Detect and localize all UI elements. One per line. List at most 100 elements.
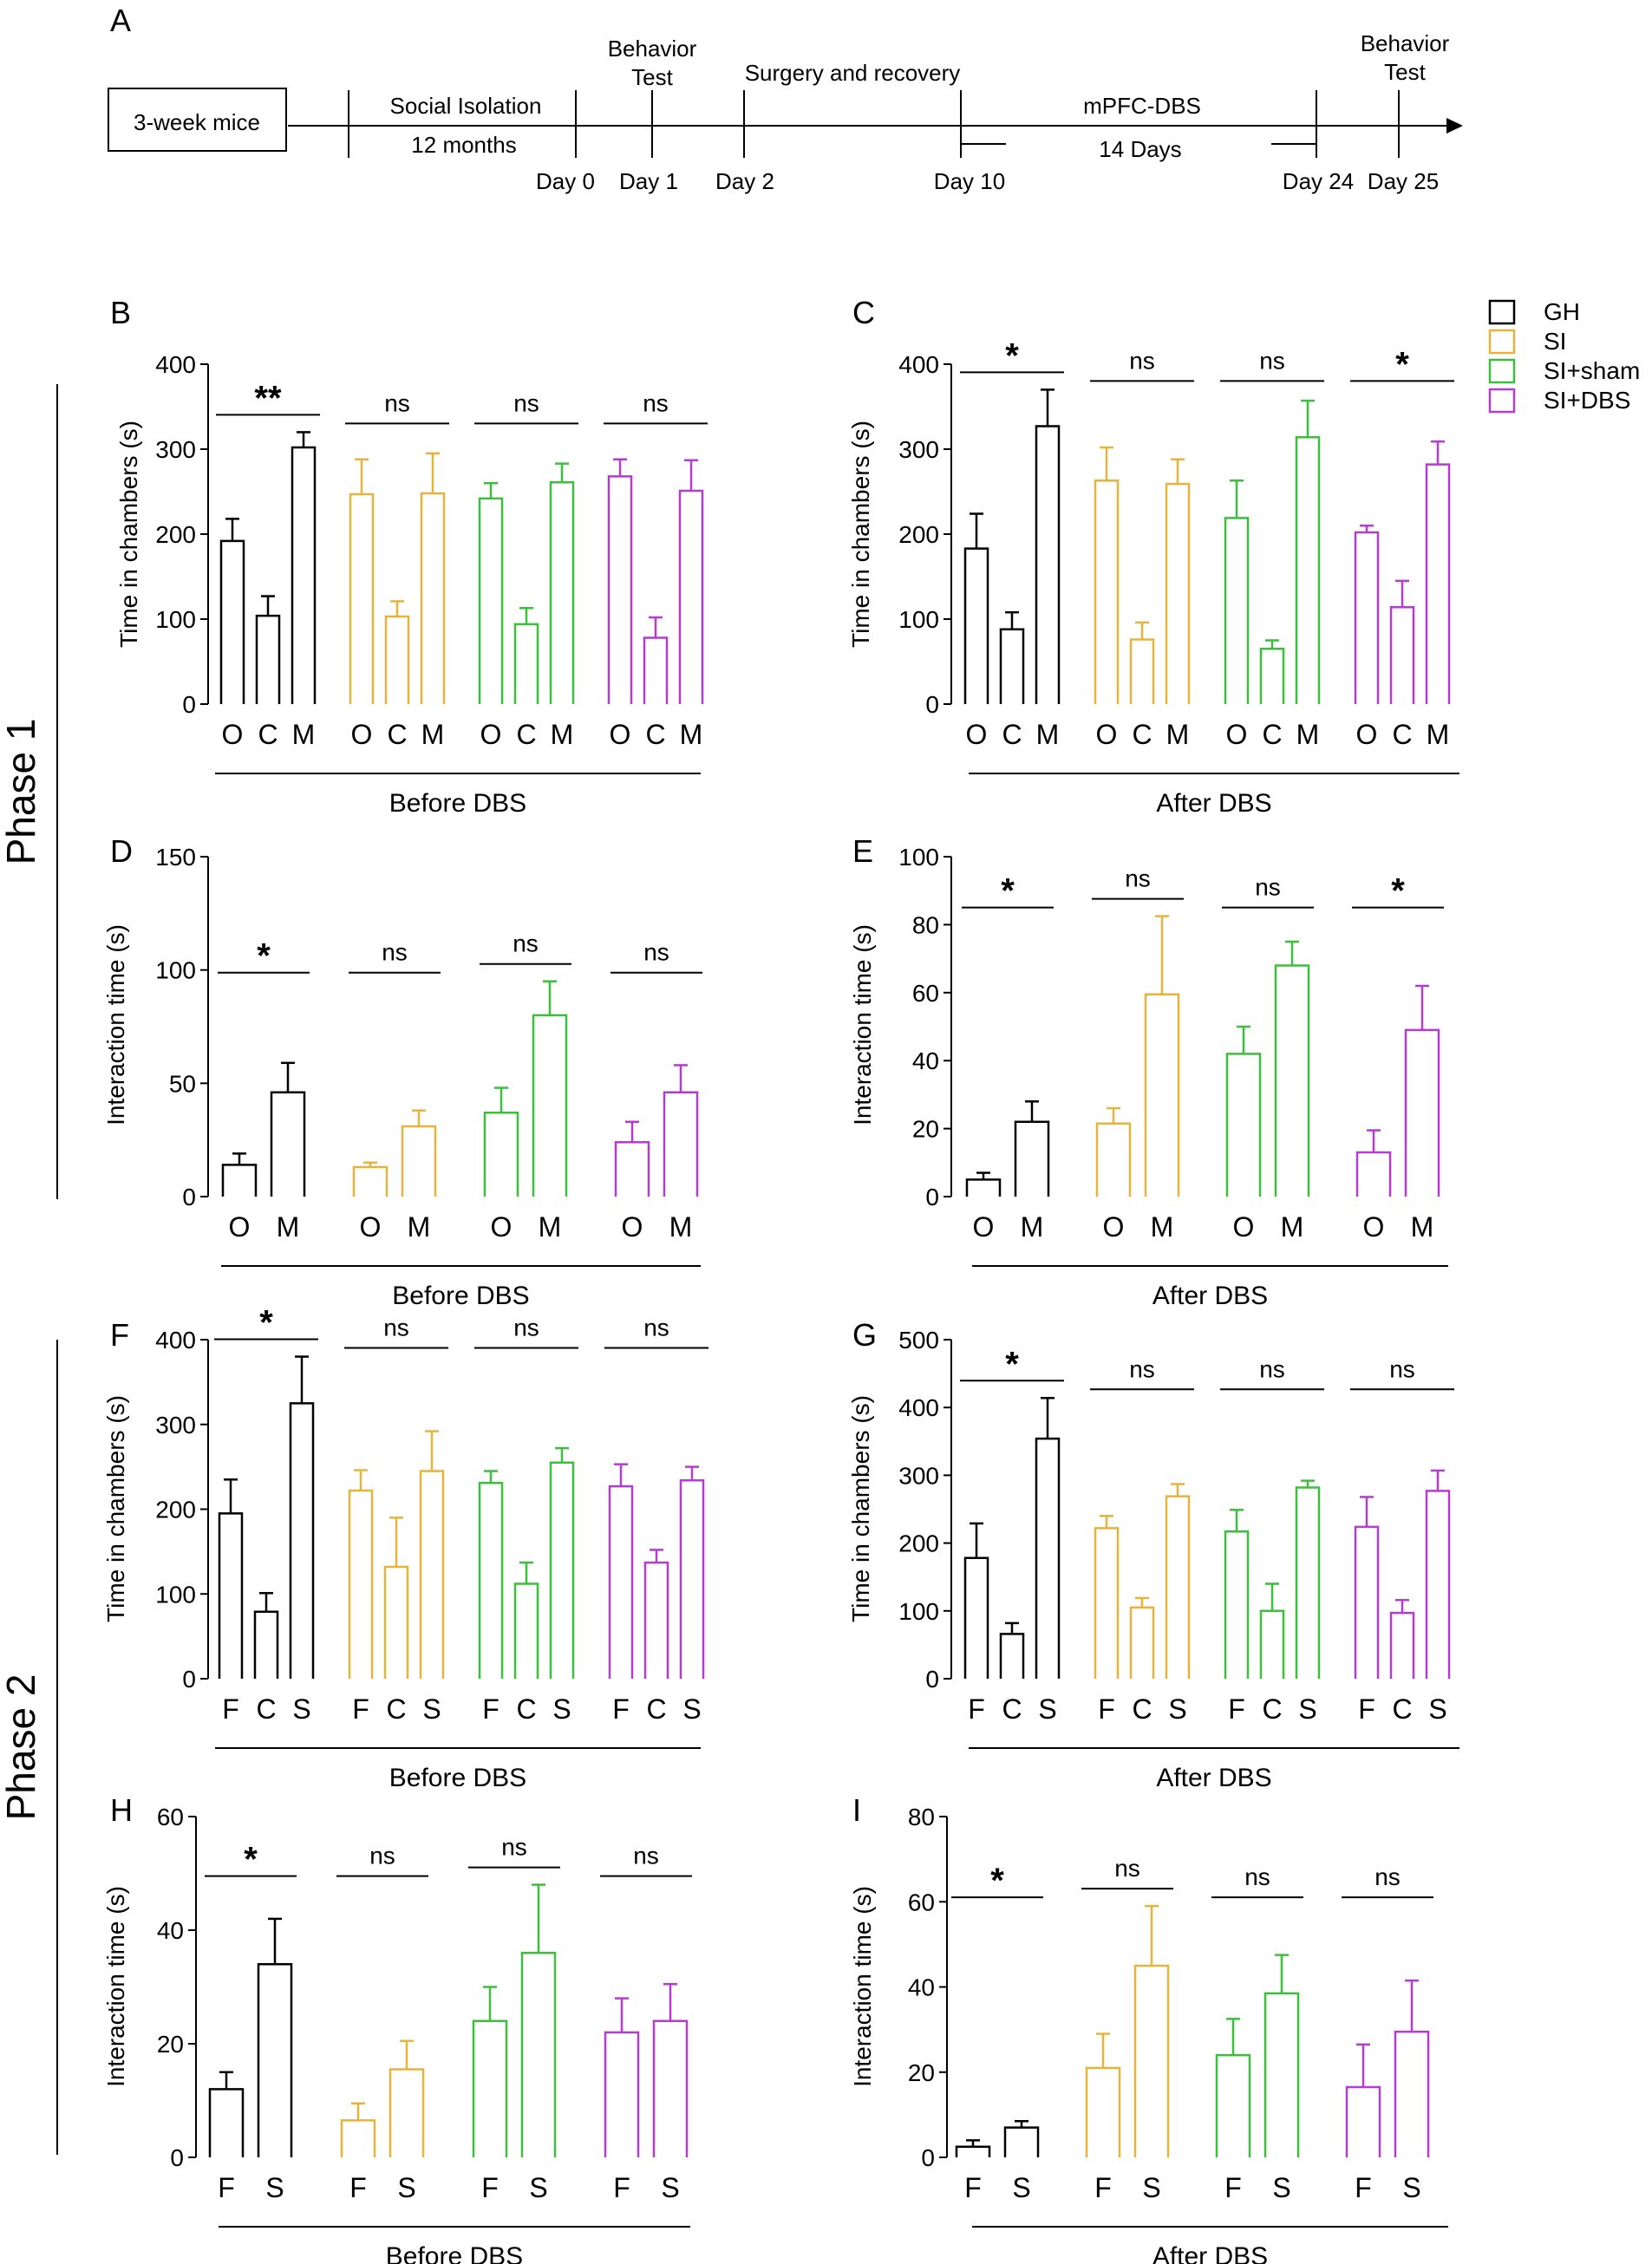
- bar-si-f: [1094, 1527, 1120, 1679]
- x-category-label: F: [1355, 2172, 1372, 2203]
- x-category-label: M: [1036, 719, 1060, 750]
- significance-label: **: [254, 379, 282, 417]
- bar-gh-o: [221, 1164, 258, 1197]
- y-tick-label: 100: [898, 1598, 939, 1625]
- x-category-label: M: [292, 719, 316, 750]
- x-category-label: C: [1132, 1693, 1152, 1725]
- bar-si-dbs-c: [643, 636, 669, 704]
- x-category-label: C: [1132, 719, 1152, 750]
- x-category-label: F: [1094, 2172, 1112, 2203]
- x-category-label: M: [421, 719, 445, 750]
- y-axis-title: Time in chambers (s): [115, 421, 142, 648]
- x-category-label: S: [682, 1693, 701, 1725]
- y-tick-label: 200: [155, 1497, 196, 1523]
- x-category-label: C: [1002, 719, 1022, 750]
- significance-label: ns: [513, 1315, 539, 1341]
- bar-gh-o: [965, 1178, 1002, 1197]
- y-tick-label: 60: [912, 980, 939, 1007]
- y-tick-label: 80: [908, 1804, 935, 1830]
- bar-si-sham-s: [520, 1951, 557, 2157]
- x-category-label: F: [613, 2172, 630, 2203]
- x-category-label: C: [645, 719, 665, 750]
- y-tick-label: 20: [908, 2059, 935, 2086]
- y-tick-label: 100: [155, 1581, 196, 1608]
- bar-si-sham-f: [472, 2019, 508, 2157]
- x-category-label: C: [256, 1693, 276, 1725]
- bar-si-s: [1165, 1495, 1191, 1679]
- bar-si-s: [1133, 1964, 1170, 2157]
- significance-label: ns: [1259, 1355, 1285, 1382]
- x-category-label: S: [1142, 2172, 1160, 2203]
- x-axis-title: Before DBS: [389, 789, 526, 818]
- bar-si-o: [352, 1165, 389, 1197]
- y-tick-label: 60: [908, 1889, 935, 1915]
- significance-label: *: [1005, 336, 1019, 375]
- y-tick-label: 60: [157, 1804, 184, 1830]
- x-category-label: O: [610, 719, 631, 750]
- bar-si-sham-o: [483, 1112, 519, 1197]
- legend: GH SI SI+sham SI+DBS: [1488, 298, 1640, 414]
- x-category-label: O: [229, 1211, 251, 1243]
- y-tick-label: 100: [155, 957, 196, 984]
- bar-si-dbs-f: [1345, 2085, 1381, 2157]
- bar-si-c: [1129, 638, 1155, 704]
- x-axis-title: Before DBS: [389, 1764, 526, 1792]
- y-axis-title: Interaction time (s): [102, 1886, 129, 2087]
- timeline-arrowhead: [1446, 118, 1463, 134]
- day-2-label: Day 2: [715, 168, 774, 194]
- x-category-label: M: [277, 1211, 300, 1243]
- x-category-label: F: [1358, 1693, 1375, 1725]
- y-tick-label: 20: [157, 2031, 184, 2058]
- y-tick-label: 0: [925, 1666, 939, 1693]
- bar-si-dbs-m: [678, 489, 704, 704]
- significance-label: ns: [369, 1843, 395, 1869]
- y-tick-label: 80: [912, 911, 939, 938]
- bar-si-s: [419, 1470, 445, 1679]
- x-category-label: F: [968, 1693, 985, 1725]
- bar-si-dbs-m: [1425, 463, 1451, 704]
- x-category-label: S: [1428, 1693, 1446, 1725]
- x-category-label: C: [646, 1693, 666, 1725]
- bar-si-s: [389, 2068, 425, 2157]
- y-tick-label: 0: [921, 2144, 935, 2171]
- significance-label: *: [259, 1304, 273, 1342]
- day-25-label: Day 25: [1368, 168, 1439, 194]
- y-tick-label: 300: [155, 436, 196, 463]
- x-category-label: M: [1411, 1211, 1434, 1243]
- significance-label: *: [244, 1841, 258, 1879]
- bar-si-m: [1165, 482, 1191, 704]
- significance-label: ns: [501, 1834, 527, 1861]
- bar-gh-f: [218, 1512, 244, 1679]
- x-category-label: S: [1012, 2172, 1030, 2203]
- x-category-label: C: [1002, 1693, 1022, 1725]
- stage-12-months: 12 months: [411, 132, 516, 158]
- legend-swatch-si-dbs: [1488, 388, 1516, 414]
- y-tick-label: 100: [898, 844, 939, 871]
- y-tick-label: 100: [155, 606, 196, 633]
- significance-label: *: [990, 1862, 1004, 1900]
- significance-label: ns: [1125, 865, 1151, 892]
- stage-surgery-recovery: Surgery and recovery: [745, 60, 961, 86]
- x-category-label: F: [964, 2172, 982, 2203]
- x-category-label: M: [669, 1211, 693, 1243]
- stage-social-isolation: Social Isolation: [390, 93, 542, 119]
- panel-letter-c: C: [852, 295, 875, 330]
- y-tick-label: 300: [155, 1412, 196, 1439]
- y-tick-label: 0: [170, 2144, 184, 2171]
- x-category-label: M: [1281, 1211, 1304, 1243]
- significance-label: ns: [1129, 347, 1155, 374]
- stage-14-days: 14 Days: [1099, 136, 1181, 162]
- x-category-label: O: [480, 719, 502, 750]
- x-category-label: C: [1262, 719, 1282, 750]
- x-category-label: M: [551, 719, 574, 750]
- x-category-label: S: [1038, 1693, 1056, 1725]
- legend-label-si-sham: SI+sham: [1544, 357, 1640, 384]
- x-axis-title: Before DBS: [392, 1282, 529, 1310]
- x-category-label: O: [360, 1211, 382, 1243]
- y-tick-label: 0: [925, 1184, 939, 1210]
- phase-2-label: Phase 2: [0, 1674, 43, 1821]
- legend-label-si-dbs: SI+DBS: [1544, 387, 1630, 414]
